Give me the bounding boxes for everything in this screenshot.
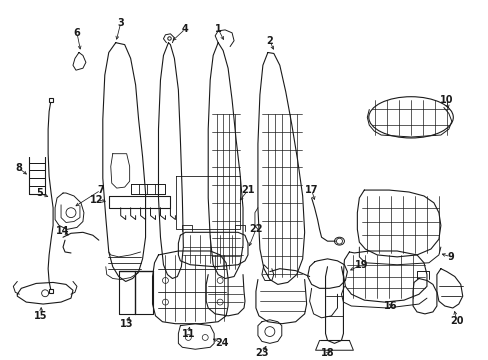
Text: 9: 9 <box>447 252 453 262</box>
Text: 1: 1 <box>214 24 221 34</box>
Text: 2: 2 <box>266 36 273 46</box>
Text: 14: 14 <box>56 226 70 236</box>
Text: 23: 23 <box>255 348 268 358</box>
Text: 13: 13 <box>120 319 133 329</box>
Text: 15: 15 <box>34 311 48 321</box>
Text: 20: 20 <box>449 316 463 326</box>
Text: 18: 18 <box>320 348 334 358</box>
Text: 3: 3 <box>117 18 124 28</box>
Text: 7: 7 <box>97 185 104 195</box>
Text: 16: 16 <box>384 301 397 311</box>
Text: 11: 11 <box>181 329 195 338</box>
Text: 24: 24 <box>215 338 228 348</box>
Text: 4: 4 <box>182 24 188 34</box>
Text: 19: 19 <box>354 260 367 270</box>
Text: 17: 17 <box>304 185 318 195</box>
Text: 10: 10 <box>439 95 453 105</box>
Text: 5: 5 <box>36 188 42 198</box>
Text: 8: 8 <box>16 163 22 174</box>
Text: 6: 6 <box>73 28 80 38</box>
Text: 22: 22 <box>249 224 262 234</box>
Text: 21: 21 <box>241 185 254 195</box>
Text: 12: 12 <box>90 195 103 205</box>
